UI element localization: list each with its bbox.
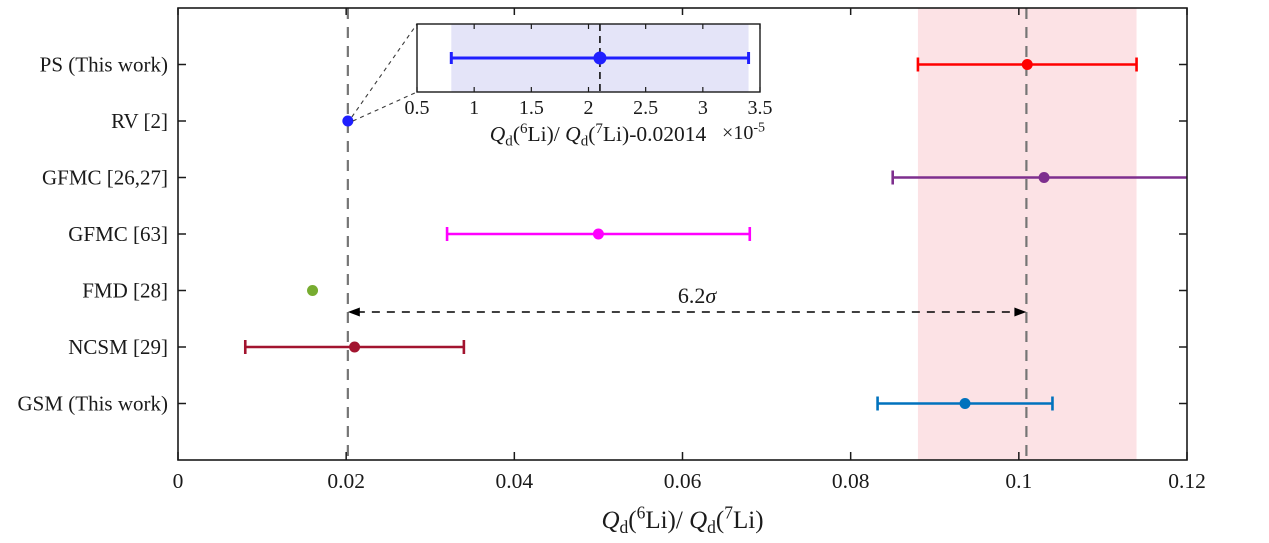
y-category-label: RV [2] — [111, 109, 168, 133]
x-tick-label: 0.02 — [327, 469, 365, 493]
x-axis-label: Qd(6Li)/ Qd(7Li) — [601, 503, 763, 538]
data-series-gfmc-63- — [445, 227, 752, 241]
data-marker — [1021, 59, 1033, 70]
inset-connector-bottom — [352, 91, 418, 122]
inset-x-tick-label: 1.5 — [519, 97, 544, 119]
inset-x-tick-label: 1 — [469, 97, 479, 119]
inset-axis-multiplier: ×10-5 — [722, 120, 765, 144]
inset-connector-top — [351, 23, 418, 118]
sigma-annotation-label: 6.2σ — [678, 283, 718, 308]
y-category-label: GFMC [26,27] — [42, 166, 168, 190]
inset-border — [416, 23, 761, 93]
y-category-label: PS (This work) — [40, 53, 168, 77]
x-tick-label: 0.08 — [832, 469, 870, 493]
data-series-fmd-28- — [307, 285, 319, 296]
x-tick-label: 0.04 — [496, 469, 534, 493]
inset-x-tick-label: 2 — [584, 97, 594, 119]
plot-border — [177, 7, 1188, 461]
y-category-label: NCSM [29] — [68, 335, 168, 359]
x-tick-label: 0 — [173, 469, 184, 493]
inset-x-tick-label: 0.5 — [405, 97, 430, 119]
x-tick-label: 0.12 — [1168, 469, 1206, 493]
data-marker — [349, 341, 361, 353]
data-marker — [959, 398, 971, 409]
x-tick-label: 0.06 — [664, 469, 702, 493]
y-category-label: GFMC [63] — [68, 222, 168, 246]
sigma-arrow-head-left — [347, 307, 360, 317]
data-series-ps-this-work- — [916, 57, 1138, 72]
data-series-gfmc-26-27- — [891, 170, 1187, 185]
highlight-band — [917, 8, 1137, 460]
data-marker — [592, 228, 604, 240]
y-category-label: FMD [28] — [82, 279, 168, 303]
data-series-gsm-this-work- — [876, 396, 1054, 411]
inset-x-tick-label: 3 — [698, 97, 708, 119]
inset-x-axis-label: Qd(6Li)/ Qd(7Li)-0.02014 — [490, 121, 707, 149]
sigma-arrow-head-right — [1014, 307, 1027, 317]
x-tick-label: 0.1 — [1005, 469, 1032, 493]
inset-x-tick-label: 2.5 — [633, 97, 658, 119]
data-marker — [342, 115, 354, 127]
inset-x-tick-label: 3.5 — [748, 97, 773, 119]
inset-data-marker — [593, 51, 607, 65]
data-series-rv-2- — [342, 115, 354, 127]
data-marker — [307, 285, 319, 296]
data-marker — [1038, 172, 1050, 183]
data-series-ncsm-29- — [243, 340, 466, 354]
y-category-label: GSM (This work) — [18, 392, 169, 416]
